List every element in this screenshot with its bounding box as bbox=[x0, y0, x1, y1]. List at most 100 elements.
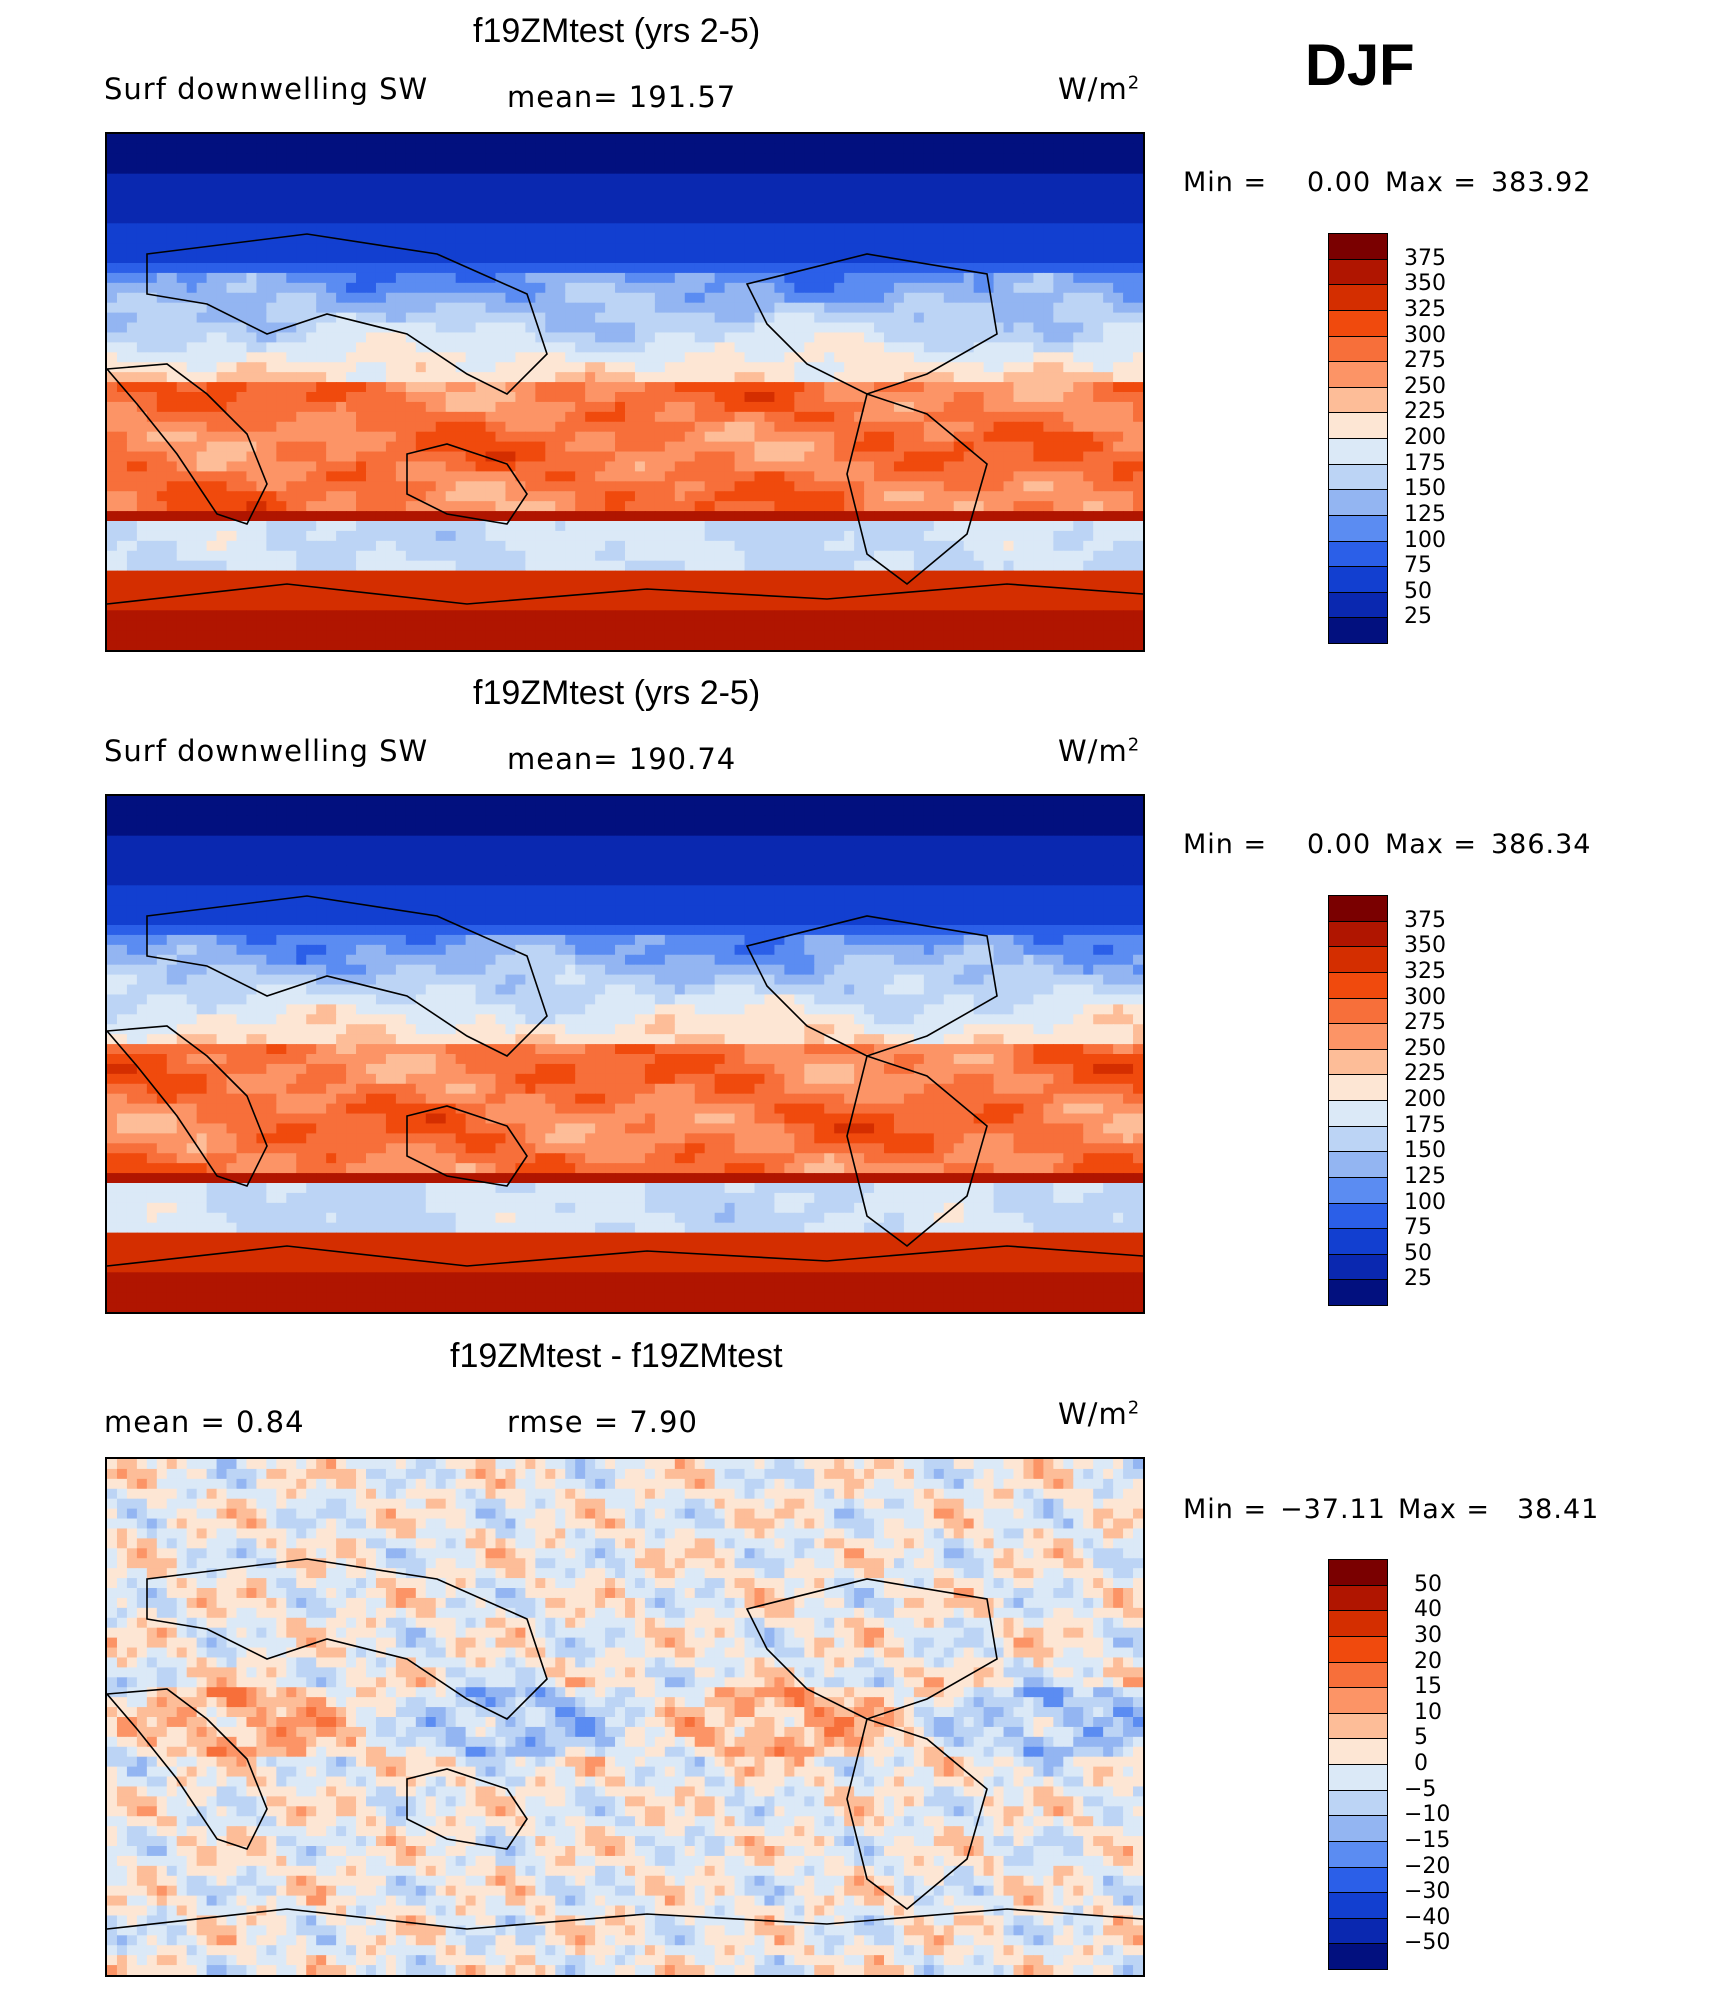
colorbar-tick-label: −10 bbox=[1404, 1802, 1451, 1828]
panel-1-variable-label: Surf downwelling SW bbox=[104, 72, 429, 106]
panel-2-colorbar: 375 350 325 300 275 250 225 200 175 150 125 100 75 50… bbox=[1328, 895, 1446, 1306]
coastline-path bbox=[406, 443, 528, 525]
colorbar-swatch bbox=[1328, 920, 1388, 948]
colorbar-tick-label: 50 bbox=[1404, 578, 1432, 604]
colorbar-swatch bbox=[1328, 540, 1388, 568]
colorbar-tick-label: 300 bbox=[1404, 984, 1446, 1010]
colorbar-swatch bbox=[1328, 412, 1388, 439]
panel-2-mean-label: mean= 190.74 bbox=[507, 742, 737, 776]
colorbar-swatch bbox=[1328, 1610, 1388, 1637]
colorbar-tick-label: −40 bbox=[1404, 1904, 1451, 1930]
panel-3-min-value: −37.11 bbox=[1280, 1494, 1386, 1525]
panel-1-map bbox=[105, 132, 1145, 652]
colorbar-tick-label: 125 bbox=[1404, 1163, 1446, 1189]
colorbar-tick-label: 300 bbox=[1404, 322, 1446, 348]
coastline-path bbox=[846, 1717, 988, 1911]
colorbar-tick-label: 225 bbox=[1404, 399, 1446, 425]
colorbar-swatch bbox=[1328, 895, 1388, 922]
colorbar-tick-label: 325 bbox=[1404, 296, 1446, 322]
colorbar-swatch bbox=[1328, 591, 1388, 619]
panel-1-title: f19ZMtest (yrs 2-5) bbox=[473, 12, 761, 50]
coastline-path bbox=[146, 233, 548, 395]
panel-3-contour-field bbox=[107, 1459, 1143, 1975]
colorbar-tick-label: 200 bbox=[1404, 425, 1446, 450]
panel-3-max-label: Max = bbox=[1398, 1494, 1491, 1525]
colorbar-swatch bbox=[1328, 1279, 1388, 1306]
colorbar-swatch bbox=[1328, 258, 1388, 286]
panel-3-rmse-label: rmse = 7.90 bbox=[507, 1405, 698, 1439]
colorbar-swatch bbox=[1328, 489, 1388, 516]
colorbar-swatch bbox=[1328, 335, 1388, 363]
colorbar-tick-label: 75 bbox=[1404, 553, 1432, 579]
panel-3-mean-label: mean = 0.84 bbox=[104, 1405, 305, 1439]
colorbar-tick-label: 350 bbox=[1404, 271, 1446, 297]
colorbar-tick-label: 10 bbox=[1414, 1699, 1442, 1725]
colorbar-tick-label: 100 bbox=[1404, 1189, 1446, 1215]
coastlines bbox=[107, 1558, 1143, 1930]
panel-1-max-label: Max = bbox=[1385, 167, 1478, 198]
coastline-path bbox=[107, 583, 1143, 605]
colorbar-swatch bbox=[1328, 1176, 1388, 1204]
colorbar-swatch bbox=[1328, 463, 1388, 491]
colorbar-swatch bbox=[1328, 438, 1388, 465]
colorbar-swatch bbox=[1328, 1253, 1388, 1281]
colorbar-tick-label: 250 bbox=[1404, 1035, 1446, 1061]
panel-3-title: f19ZMtest - f19ZMtest bbox=[450, 1337, 783, 1375]
colorbar-tick-label: 325 bbox=[1404, 958, 1446, 984]
colorbar-swatch bbox=[1328, 1074, 1388, 1101]
colorbar-tick-label: 275 bbox=[1404, 348, 1446, 374]
colorbar-tick-label: 75 bbox=[1404, 1215, 1432, 1241]
panel-2-min-value: 0.00 bbox=[1307, 829, 1372, 860]
colorbar-swatch bbox=[1328, 1789, 1388, 1817]
colorbar-swatch bbox=[1328, 946, 1388, 973]
colorbar-tick-label: 200 bbox=[1404, 1087, 1446, 1112]
coastline-path bbox=[745, 253, 998, 395]
colorbar-swatch bbox=[1328, 1764, 1388, 1791]
coastline-path bbox=[107, 363, 268, 525]
colorbar-swatch bbox=[1328, 1635, 1388, 1663]
coastline-path bbox=[406, 1105, 528, 1187]
field-cells bbox=[107, 134, 1143, 650]
field-cells bbox=[107, 1459, 1143, 1975]
colorbar-swatch bbox=[1328, 1584, 1388, 1612]
panel-1-min-value: 0.00 bbox=[1307, 167, 1372, 198]
colorbar-swatch bbox=[1328, 1023, 1388, 1050]
colorbar-tick-label: 375 bbox=[1404, 907, 1446, 933]
colorbar-tick-label: 350 bbox=[1404, 933, 1446, 959]
colorbar-swatch bbox=[1328, 1712, 1388, 1740]
colorbar-tick-label: −15 bbox=[1404, 1827, 1451, 1853]
colorbar-tick-label: 25 bbox=[1404, 1266, 1432, 1292]
coastline-path bbox=[846, 1054, 988, 1248]
colorbar-swatch bbox=[1328, 361, 1388, 388]
colorbar-swatch bbox=[1328, 1917, 1388, 1945]
colorbar-tick-label: 5 bbox=[1414, 1725, 1428, 1751]
colorbar-tick-label: 15 bbox=[1414, 1674, 1442, 1700]
colorbar-swatch bbox=[1328, 1815, 1388, 1842]
coastline-path bbox=[745, 915, 998, 1057]
panel-3-colorbar: 50 40 30 20 15 10 5 0 −5 −10 −15 −20 −30 −40 −50 bbox=[1328, 1559, 1450, 1970]
colorbar-tick-label: 175 bbox=[1404, 1112, 1446, 1138]
colorbar-tick-label: 0 bbox=[1414, 1751, 1428, 1776]
colorbar-tick-label: −50 bbox=[1404, 1930, 1451, 1956]
colorbar-tick-label: 275 bbox=[1404, 1010, 1446, 1036]
panel-2-variable-label: Surf downwelling SW bbox=[104, 734, 429, 768]
colorbar-tick-label: 375 bbox=[1404, 245, 1446, 271]
panel-3-max-value: 38.41 bbox=[1517, 1494, 1600, 1525]
panel-3-units: W/m2 bbox=[1058, 1397, 1141, 1431]
coastline-path bbox=[406, 1768, 528, 1850]
colorbar-tick-label: 150 bbox=[1404, 1138, 1446, 1164]
panel-2-contour-field bbox=[107, 796, 1143, 1312]
panel-1-colorbar: 375 350 325 300 275 250 225 200 175 150 125 100 75 50… bbox=[1328, 233, 1446, 644]
colorbar-swatch bbox=[1328, 1738, 1388, 1765]
colorbar-swatch bbox=[1328, 566, 1388, 593]
panel-2-units: W/m2 bbox=[1058, 734, 1141, 768]
colorbar-swatch bbox=[1328, 1892, 1388, 1919]
panel-1-min-label: Min = bbox=[1183, 167, 1268, 198]
colorbar-tick-label: 20 bbox=[1414, 1648, 1442, 1674]
colorbar-tick-label: 30 bbox=[1414, 1622, 1442, 1648]
coastline-path bbox=[846, 392, 988, 586]
colorbar-tick-label: −5 bbox=[1404, 1776, 1437, 1802]
colorbar-tick-label: 25 bbox=[1404, 604, 1432, 630]
colorbar-swatch bbox=[1328, 1866, 1388, 1894]
coastline-path bbox=[107, 1245, 1143, 1267]
